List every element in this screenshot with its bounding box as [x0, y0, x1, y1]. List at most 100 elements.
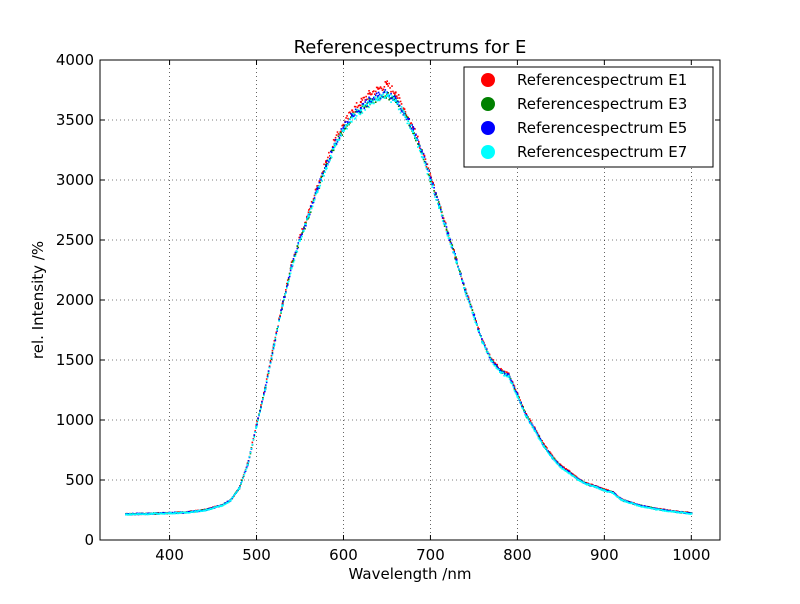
spectrum-dot — [319, 181, 322, 184]
spectrum-dot — [243, 472, 246, 475]
spectrum-dot — [358, 111, 361, 114]
spectrum-dot — [422, 153, 425, 156]
spectrum-dot — [367, 100, 369, 103]
spectrum-dot — [619, 498, 622, 500]
spectrum-dot — [505, 373, 507, 376]
spectrum-dot — [549, 453, 551, 455]
spectrum-dot — [373, 96, 376, 98]
data-point — [316, 191, 319, 193]
spectrum-dot — [486, 352, 489, 354]
spectrum-dot — [342, 127, 345, 129]
spectrum-dot — [550, 453, 553, 456]
spectrum-dot — [630, 501, 632, 504]
spectrum-dot — [281, 305, 283, 308]
spectrum-dot — [416, 137, 418, 139]
spectrum-dot — [250, 447, 253, 450]
spectrum-dot — [376, 99, 379, 102]
spectrum-dot — [522, 406, 524, 408]
spectrum-dot — [688, 513, 691, 515]
spectrum-dot — [545, 445, 547, 448]
spectrum-dot — [185, 511, 188, 514]
data-point — [359, 107, 362, 109]
spectrum-dot — [274, 336, 277, 339]
spectrum-dot — [486, 351, 489, 353]
spectrum-dot — [292, 261, 295, 264]
spectrum-dot — [478, 330, 480, 332]
spectrum-dot — [446, 232, 449, 234]
spectrum-dot — [233, 494, 235, 496]
spectrum-dot — [375, 98, 378, 100]
spectrum-dot — [522, 408, 524, 410]
spectrum-dot — [340, 132, 343, 134]
spectrum-dot — [565, 470, 567, 472]
spectrum-dot — [439, 210, 442, 213]
data-point — [325, 165, 328, 168]
spectrum-dot — [538, 435, 541, 437]
spectrum-dot — [530, 423, 533, 425]
spectrum-dot — [278, 319, 280, 321]
spectrum-dot — [331, 148, 334, 150]
y-tick-label: 1500 — [56, 351, 94, 369]
spectrum-dot — [558, 464, 561, 466]
spectrum-dot — [382, 88, 385, 91]
spectrum-dot — [559, 465, 562, 467]
spectrum-dot — [562, 467, 565, 470]
spectrum-dot — [666, 509, 669, 512]
spectrum-dot — [355, 115, 358, 117]
spectrum-dot — [309, 207, 312, 210]
spectrum-dot — [415, 133, 417, 136]
spectrum-dot — [308, 213, 311, 216]
spectrum-dot — [473, 313, 476, 316]
spectrum-dot — [338, 133, 341, 135]
spectrum-dot — [647, 506, 650, 509]
spectrum-dot — [244, 470, 247, 472]
spectrum-dot — [389, 97, 391, 99]
spectrum-dot — [495, 364, 498, 367]
spectrum-dot — [459, 271, 461, 273]
spectrum-dot — [269, 362, 272, 365]
spectrum-dot — [387, 94, 389, 96]
spectrum-dot — [357, 109, 360, 112]
spectrum-dot — [168, 512, 170, 514]
spectrum-dot — [191, 511, 193, 513]
spectrum-dot — [404, 111, 407, 113]
spectrum-dot — [505, 375, 508, 378]
spectrum-dot — [252, 439, 255, 441]
spectrum-dot — [474, 317, 477, 320]
spectrum-dot — [417, 135, 419, 138]
spectrum-dot — [234, 493, 236, 495]
spectrum-dot — [344, 126, 346, 128]
spectrum-dot — [539, 439, 542, 442]
spectrum-dot — [503, 374, 505, 377]
spectrum-dot — [362, 96, 365, 99]
data-point — [359, 101, 362, 103]
spectrum-dot — [470, 306, 473, 308]
spectrum-dot — [471, 309, 474, 311]
spectrum-dot — [153, 512, 156, 515]
spectrum-dot — [635, 503, 637, 506]
spectrum-dot — [655, 509, 657, 511]
spectrum-dot — [572, 475, 575, 477]
spectrum-dot — [158, 512, 161, 515]
spectrum-dot — [495, 363, 498, 366]
spectrum-dot — [249, 452, 252, 455]
spectrum-dot — [447, 232, 450, 235]
data-point — [464, 290, 467, 293]
spectrum-dot — [291, 264, 294, 266]
spectrum-dot — [453, 249, 455, 251]
spectrum-dot — [477, 329, 479, 332]
spectrum-dot — [494, 365, 497, 367]
spectrum-dot — [368, 96, 370, 99]
spectrum-dot — [662, 508, 665, 511]
spectrum-dot — [259, 411, 261, 414]
spectrum-dot — [359, 111, 362, 113]
spectrum-dot — [549, 451, 551, 453]
spectrum-dot — [439, 206, 442, 208]
spectrum-dot — [332, 146, 335, 149]
spectrum-dot — [483, 346, 486, 348]
spectrum-dot — [602, 488, 605, 490]
spectrum-dot — [336, 131, 339, 133]
spectrum-dot — [461, 280, 464, 283]
spectrum-dot — [523, 409, 525, 412]
spectrum-dot — [261, 401, 263, 403]
